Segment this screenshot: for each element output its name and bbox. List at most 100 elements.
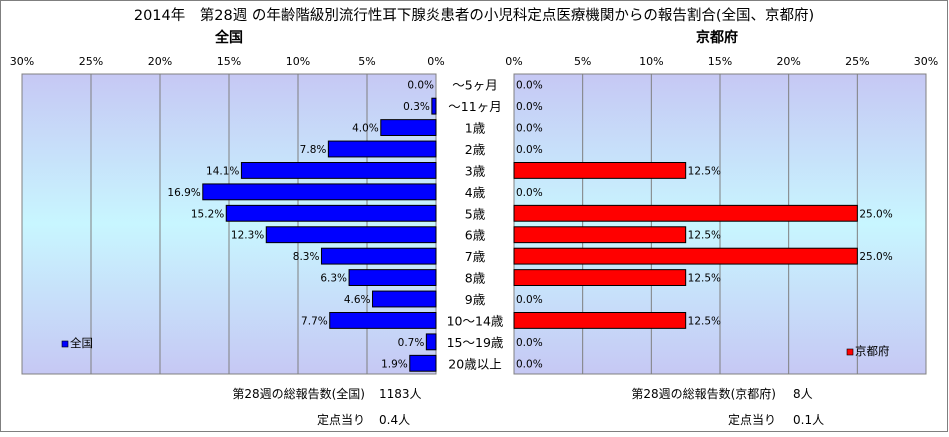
- left-x-tick-labels: 0% 5% 10% 15% 20% 25% 30%: [10, 55, 445, 68]
- right-bars: [513, 162, 858, 329]
- category-labels: ～5ヶ月 ～11ヶ月 1歳 2歳 3歳 4歳 5歳 6歳 7歳 8歳 9歳 10～14歳 15～19歳 2…: [447, 78, 504, 372]
- left-legend-label: 全国: [70, 336, 93, 350]
- right-data-label: 12.5%: [688, 165, 721, 177]
- right-data-label: 0.0%: [516, 187, 543, 199]
- right-data-label: 0.0%: [516, 337, 543, 349]
- left-bar: [265, 226, 437, 244]
- national-total-label: 第28週の総報告数(全国): [232, 386, 365, 401]
- left-bar: [225, 204, 437, 222]
- category-label: 15～19歳: [447, 335, 504, 350]
- right-bar: [513, 247, 858, 265]
- left-data-label: 15.2%: [191, 208, 224, 220]
- right-data-label: 25.0%: [859, 251, 892, 263]
- left-data-label: 0.7%: [398, 337, 425, 349]
- right-bar: [513, 269, 687, 286]
- category-label: ～5ヶ月: [452, 78, 497, 93]
- left-bar: [320, 247, 437, 265]
- left-data-label: 1.9%: [381, 358, 408, 370]
- right-data-labels: 0.0% 0.0% 0.0% 0.0% 12.5% 0.0% 25.0% 12.5% 25.0%…: [516, 80, 893, 371]
- category-label: 7歳: [465, 249, 486, 264]
- left-data-label: 7.8%: [300, 144, 327, 156]
- kyoto-total-value: 8人: [793, 387, 813, 401]
- left-data-label: 7.7%: [301, 315, 328, 327]
- category-label: 20歳以上: [448, 356, 501, 371]
- left-bar: [380, 119, 437, 137]
- left-x-tick-label: 25%: [79, 55, 103, 68]
- left-data-label: 4.6%: [344, 294, 371, 306]
- right-data-label: 0.0%: [516, 123, 543, 135]
- category-label: 1歳: [465, 121, 486, 136]
- right-x-tick-label: 30%: [914, 55, 938, 68]
- right-data-label: 0.0%: [516, 358, 543, 370]
- left-x-tick-label: 5%: [358, 55, 375, 68]
- left-x-tick-label: 0%: [427, 55, 444, 68]
- right-data-label: 12.5%: [688, 273, 721, 285]
- left-bar: [372, 290, 437, 308]
- left-legend-swatch: [61, 340, 69, 348]
- kyoto-per-label: 定点当り: [728, 412, 776, 427]
- left-panel-title: 全国: [214, 29, 243, 46]
- category-label: 8歳: [465, 271, 486, 286]
- left-data-label: 16.9%: [167, 187, 200, 199]
- category-label: ～11ヶ月: [448, 99, 501, 114]
- left-data-label: 8.3%: [293, 251, 320, 263]
- kyoto-per-value: 0.1人: [793, 413, 824, 427]
- right-bar: [513, 204, 858, 222]
- category-label: 5歳: [465, 206, 486, 221]
- right-data-label: 0.0%: [516, 144, 543, 156]
- right-x-tick-label: 10%: [639, 55, 663, 68]
- right-x-tick-label: 15%: [708, 55, 732, 68]
- right-x-tick-label: 25%: [845, 55, 869, 68]
- category-label: 4歳: [465, 185, 486, 200]
- national-per-value: 0.4人: [379, 413, 410, 427]
- right-data-label: 25.0%: [859, 208, 892, 220]
- right-data-label: 0.0%: [516, 101, 543, 113]
- left-bar: [409, 354, 437, 372]
- left-bar: [431, 97, 437, 115]
- right-legend: 京都府: [846, 344, 890, 358]
- left-x-tick-label: 10%: [286, 55, 310, 68]
- category-label: 9歳: [465, 292, 486, 307]
- left-data-labels: 0.0% 0.3% 4.0% 7.8% 14.1% 16.9% 15.2% 12.3% 8.3%…: [167, 80, 434, 371]
- left-bar: [425, 333, 437, 351]
- right-x-tick-label: 5%: [574, 55, 591, 68]
- right-bar: [513, 162, 687, 179]
- kyoto-total-label: 第28週の総報告数(京都府): [631, 386, 776, 401]
- left-data-label: 6.3%: [320, 273, 347, 285]
- left-x-tick-label: 30%: [10, 55, 34, 68]
- right-data-label: 12.5%: [688, 315, 721, 327]
- category-label: 6歳: [465, 228, 486, 243]
- right-x-tick-labels: 0% 5% 10% 15% 20% 25% 30%: [505, 55, 938, 68]
- category-label: 2歳: [465, 142, 486, 157]
- category-label: 10～14歳: [447, 313, 504, 328]
- left-bar: [327, 140, 437, 158]
- left-bars: [202, 97, 437, 372]
- national-total-value: 1183人: [379, 387, 422, 401]
- right-x-tick-label: 0%: [505, 55, 522, 68]
- left-bar: [348, 269, 437, 286]
- right-data-label: 12.5%: [688, 230, 721, 242]
- left-data-label: 12.3%: [231, 230, 264, 242]
- category-label: 3歳: [465, 163, 486, 178]
- left-data-label: 0.0%: [407, 80, 434, 92]
- left-data-label: 14.1%: [206, 165, 239, 177]
- left-data-label: 4.0%: [352, 123, 379, 135]
- right-data-label: 0.0%: [516, 294, 543, 306]
- right-bar: [513, 226, 687, 244]
- left-bar: [202, 183, 437, 201]
- right-data-label: 0.0%: [516, 80, 543, 92]
- left-legend: 全国: [61, 336, 93, 350]
- left-x-tick-label: 20%: [148, 55, 172, 68]
- right-legend-label: 京都府: [855, 344, 890, 358]
- left-bar: [329, 312, 437, 329]
- national-per-label: 定点当り: [317, 412, 365, 427]
- chart-title: 2014年 第28週 の年齢階級別流行性耳下腺炎患者の小児科定点医療機関からの報…: [134, 6, 814, 24]
- right-panel-title: 京都府: [696, 29, 738, 46]
- right-bar: [513, 312, 687, 329]
- left-bar: [240, 162, 437, 179]
- right-x-tick-label: 20%: [776, 55, 800, 68]
- right-legend-swatch: [846, 348, 854, 356]
- left-data-label: 0.3%: [403, 101, 430, 113]
